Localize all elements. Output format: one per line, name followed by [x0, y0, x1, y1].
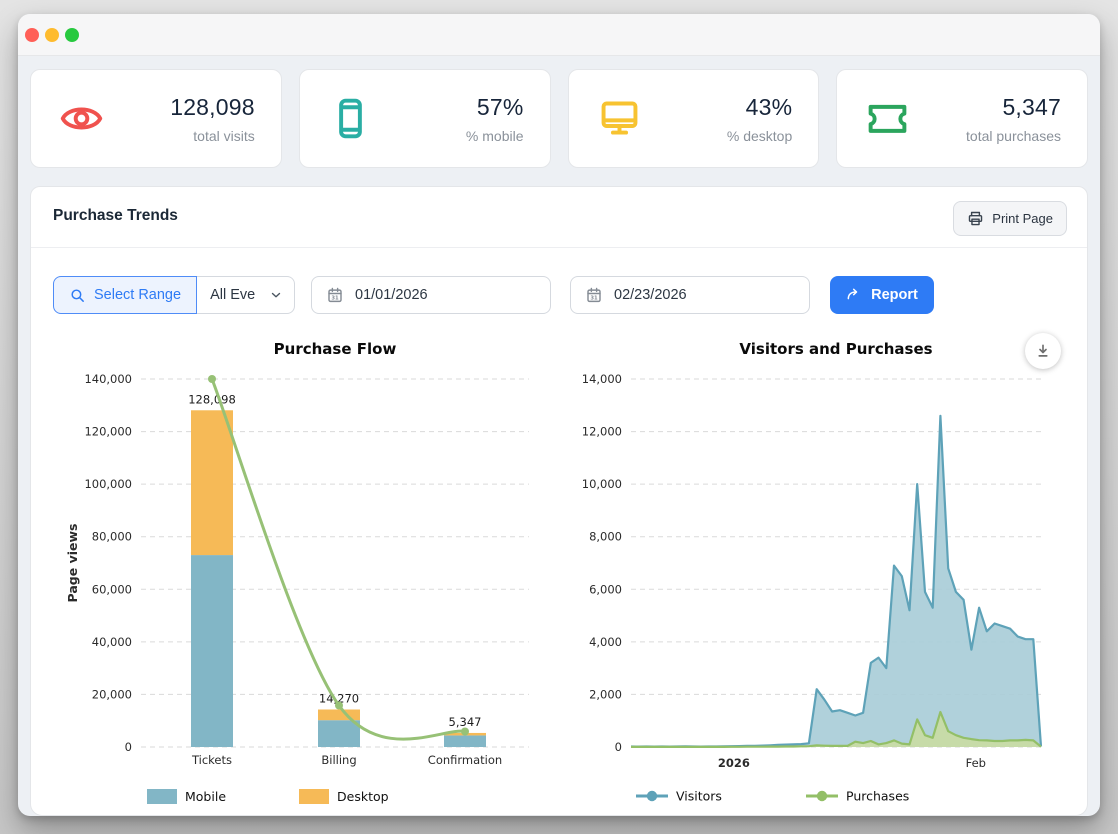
svg-text:31: 31 [590, 295, 598, 301]
download-icon [1038, 344, 1048, 357]
svg-text:Tickets: Tickets [191, 753, 232, 767]
minimize-window-button[interactable] [45, 27, 59, 42]
ticket-icon [868, 104, 907, 133]
stat-card-percent-mobile: 57% % mobile [298, 69, 551, 168]
svg-text:5,347: 5,347 [449, 715, 482, 729]
svg-text:100,000: 100,000 [84, 477, 132, 491]
charts-area: 0 20,000 40,000 60,000 80,000 100,000 120,000 1… [31, 330, 1087, 815]
svg-text:12,000: 12,000 [582, 425, 622, 439]
app-window: 128,098 total visits 57% % mobile [18, 14, 1100, 816]
purchase-flow-chart: 0 20,000 40,000 60,000 80,000 100,000 120,000 1… [65, 340, 529, 804]
svg-text:128,098: 128,098 [188, 392, 236, 406]
range-group: Select Range All Eve [53, 276, 296, 314]
download-chart-button[interactable] [1025, 333, 1061, 369]
search-icon [71, 288, 84, 302]
filters-row: Select Range All Eve 31 01/01/202 [53, 276, 1065, 314]
svg-text:31: 31 [331, 295, 339, 301]
svg-text:Visitors and Purchases: Visitors and Purchases [739, 340, 932, 358]
svg-text:Feb: Feb [966, 756, 986, 770]
close-window-button[interactable] [25, 27, 39, 42]
svg-text:140,000: 140,000 [84, 372, 132, 386]
calendar-icon: 31 [587, 287, 601, 303]
svg-text:0: 0 [615, 740, 622, 754]
flow-legend: Mobile Desktop [147, 789, 389, 804]
zoom-window-button[interactable] [65, 27, 79, 42]
print-page-label: Print Page [992, 211, 1053, 226]
chevron-down-icon [271, 292, 281, 298]
stat-label: % mobile [465, 127, 524, 144]
smartphone-icon [338, 98, 362, 139]
svg-text:Mobile: Mobile [185, 789, 226, 804]
stat-value: 128,098 [170, 93, 255, 120]
stat-card-total-visits: 128,098 total visits [30, 69, 282, 168]
svg-text:20,000: 20,000 [92, 687, 132, 701]
eye-icon [60, 107, 103, 130]
stat-card-total-purchases: 5,347 total purchases [836, 69, 1088, 168]
area-legend: Visitors Purchases [636, 789, 909, 804]
panel-header: Purchase Trends Print Page [31, 187, 1087, 248]
svg-text:80,000: 80,000 [92, 530, 132, 544]
svg-text:8,000: 8,000 [589, 530, 622, 544]
end-date-input[interactable]: 31 02/23/2026 [570, 276, 810, 314]
monitor-icon [601, 101, 637, 135]
end-date-value: 02/23/2026 [614, 287, 687, 303]
event-type-dropdown[interactable]: All Eve [197, 276, 296, 314]
svg-text:0: 0 [125, 740, 132, 754]
svg-text:2026: 2026 [718, 756, 750, 770]
stacked-bars: 128,098 14,270 5,347 [188, 392, 486, 747]
svg-text:6,000: 6,000 [589, 582, 622, 596]
svg-text:40,000: 40,000 [92, 635, 132, 649]
svg-text:Billing: Billing [321, 753, 356, 767]
printer-icon [969, 211, 983, 226]
report-button[interactable]: Report [830, 276, 934, 314]
report-label: Report [871, 287, 918, 303]
svg-text:120,000: 120,000 [84, 425, 132, 439]
select-range-button[interactable]: Select Range [53, 276, 198, 314]
svg-text:Page views: Page views [65, 524, 80, 603]
start-date-value: 01/01/2026 [355, 287, 428, 303]
svg-text:14,270: 14,270 [319, 691, 359, 705]
select-range-label: Select Range [94, 287, 182, 303]
stat-value: 57% [476, 93, 524, 120]
svg-text:10,000: 10,000 [582, 477, 622, 491]
svg-text:Purchases: Purchases [846, 789, 909, 804]
print-page-button[interactable]: Print Page [953, 201, 1067, 236]
start-date-input[interactable]: 31 01/01/2026 [311, 276, 551, 314]
purchase-trends-panel: Purchase Trends Print Page Select Range [30, 186, 1088, 816]
area-series [630, 414, 1043, 748]
stat-label: % desktop [726, 127, 793, 144]
stats-row: 128,098 total visits 57% % mobile [30, 69, 1088, 168]
svg-text:Visitors: Visitors [676, 789, 722, 804]
svg-text:Confirmation: Confirmation [428, 753, 502, 767]
svg-text:4,000: 4,000 [589, 635, 622, 649]
stat-value: 5,347 [1002, 93, 1061, 120]
stat-label: total visits [193, 127, 255, 144]
grid-and-ticks: 0 20,000 40,000 60,000 80,000 100,000 120,000 1… [84, 372, 529, 754]
calendar-icon: 31 [328, 287, 342, 303]
svg-text:Purchase Flow: Purchase Flow [274, 340, 397, 358]
svg-text:2,000: 2,000 [589, 687, 622, 701]
grid-and-ticks: 0 2,000 4,000 6,000 8,000 10,000 12,000 14,000 [582, 372, 1041, 754]
stat-card-percent-desktop: 43% % desktop [567, 69, 820, 168]
flow-line-overlay [208, 375, 469, 741]
stat-value: 43% [745, 93, 793, 120]
stat-label: total purchases [966, 127, 1061, 144]
svg-text:14,000: 14,000 [582, 372, 622, 386]
panel-title: Purchase Trends [53, 207, 178, 224]
window-titlebar [18, 14, 1100, 56]
visitors-purchases-chart: 0 2,000 4,000 6,000 8,000 10,000 12,000 14,000 V… [582, 340, 1043, 804]
svg-text:Desktop: Desktop [337, 789, 389, 804]
svg-text:60,000: 60,000 [92, 582, 132, 596]
event-type-value: All Eve [210, 287, 256, 303]
redirect-arrow-icon [847, 288, 858, 300]
